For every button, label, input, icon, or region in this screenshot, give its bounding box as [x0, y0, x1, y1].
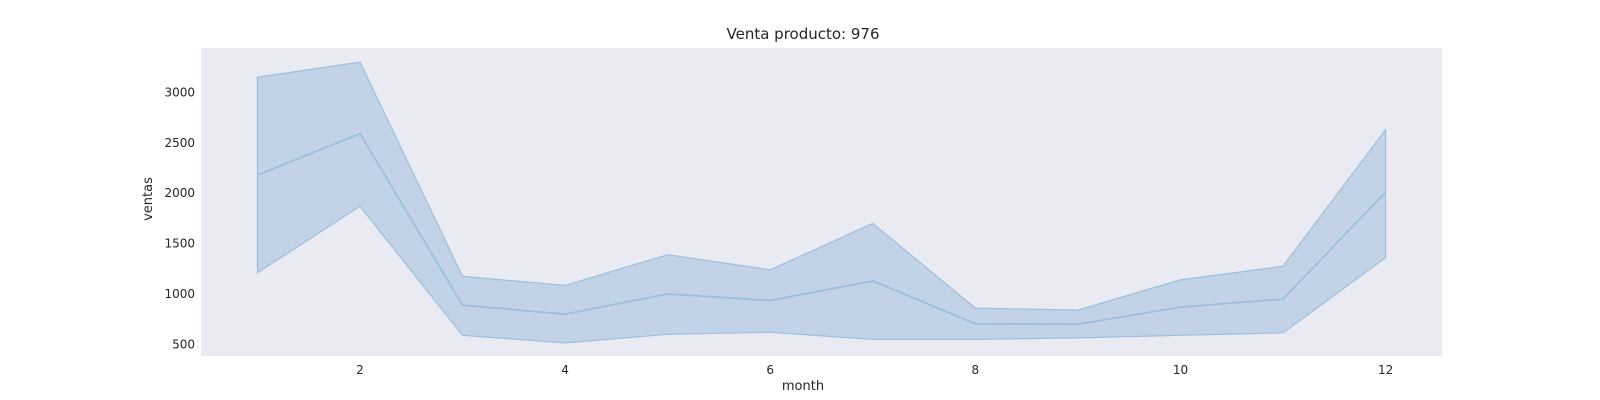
x-tick-label: 4 — [561, 363, 569, 377]
x-tick-label: 12 — [1378, 363, 1393, 377]
y-tick-label: 3000 — [164, 85, 195, 99]
series-line-layer — [257, 132, 1387, 326]
chart-title: Venta producto: 976 — [727, 25, 880, 43]
y-tick-label: 2000 — [164, 186, 195, 200]
x-tick-labels: 2 4 6 8 10 12 — [356, 363, 1393, 377]
x-tick-label: 10 — [1173, 363, 1188, 377]
confidence-band-layer — [256, 61, 1387, 344]
series-line — [257, 132, 1387, 326]
y-tick-label: 1000 — [164, 287, 195, 301]
x-axis-label: month — [782, 379, 824, 394]
y-tick-label: 500 — [172, 337, 195, 351]
y-axis-label: ventas — [141, 177, 156, 221]
y-tick-label: 1500 — [164, 237, 195, 251]
y-tick-labels: 500 1000 1500 2000 2500 3000 — [164, 85, 195, 351]
x-tick-label: 2 — [356, 363, 364, 377]
x-tick-label: 6 — [766, 363, 774, 377]
y-tick-label: 2500 — [164, 136, 195, 150]
confidence-band — [256, 61, 1387, 344]
x-tick-label: 8 — [972, 363, 980, 377]
